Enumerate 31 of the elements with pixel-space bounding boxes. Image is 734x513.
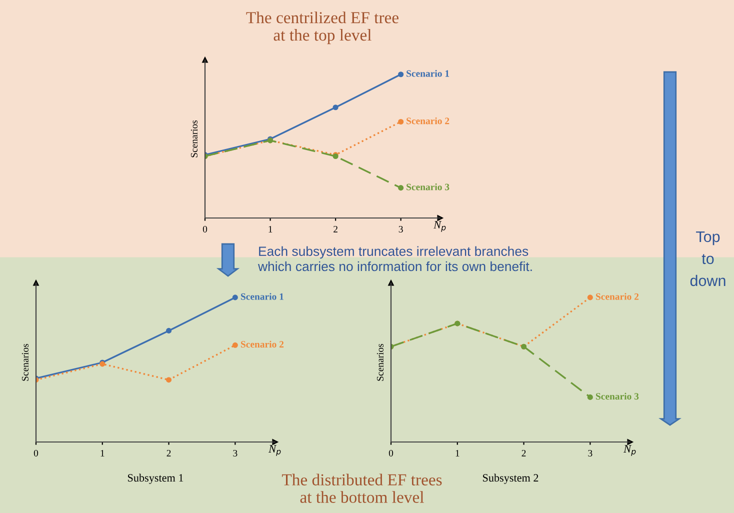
series-label: Scenario 3 [406, 183, 450, 190]
x-tick-label: 1 [268, 226, 272, 232]
series-label: Scenario 2 [596, 293, 639, 300]
x-tick-label: 3 [588, 450, 592, 456]
text: The distributed EF trees at the bottom level [282, 474, 442, 503]
series-label: Scenario 2 [406, 117, 450, 124]
series-label: Scenario 2 [240, 340, 284, 348]
y-axis-title: Scenarios [376, 344, 384, 381]
x-tick-label: 1 [456, 450, 460, 456]
series-label: Scenario 1 [406, 70, 450, 77]
x-tick-label: 2 [166, 450, 171, 456]
series-label: Scenario 3 [596, 392, 639, 400]
x-tick-label: 3 [233, 450, 238, 456]
x-tick-label: 0 [388, 450, 394, 456]
x-tick-label: 3 [398, 226, 403, 232]
y-axis-title: Scenarios [190, 120, 198, 158]
x-axis-title: N$_{p}$ [624, 445, 636, 456]
series-label: Scenario 1 [240, 293, 284, 300]
text: Top to down [690, 231, 726, 286]
x-tick-label: 2 [334, 226, 338, 232]
text: Each subsystem truncates irrelevant branches which carries no information for its own benefit. [258, 246, 532, 272]
x-axis-title: N$_{p}$ [268, 445, 281, 456]
chart-title: The centrilized EF tree at the top level [246, 12, 399, 44]
x-tick-label: 2 [522, 450, 526, 456]
text: Subsystem 1 [128, 474, 184, 484]
y-axis-title: Scenarios [22, 344, 28, 381]
text: Subsystem 2 [483, 474, 538, 484]
x-axis-title: N$_{p}$ [434, 221, 446, 232]
x-tick-label: 0 [34, 450, 38, 456]
x-tick-label: 0 [202, 226, 208, 232]
x-tick-label: 1 [100, 450, 104, 456]
